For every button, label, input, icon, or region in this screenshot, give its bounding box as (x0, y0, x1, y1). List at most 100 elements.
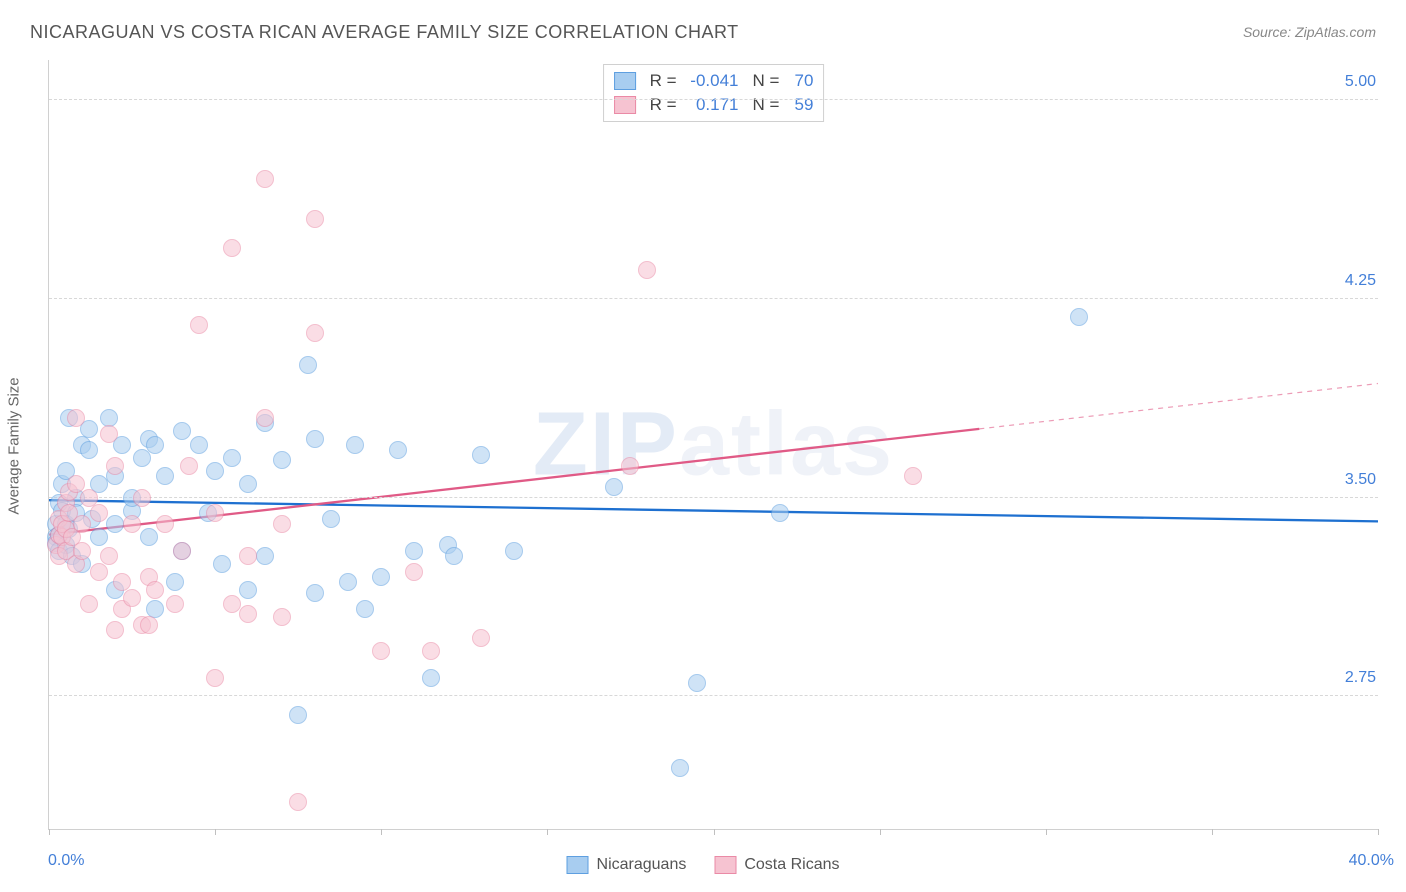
data-point (356, 600, 374, 618)
data-point (405, 542, 423, 560)
data-point (156, 467, 174, 485)
data-point (339, 573, 357, 591)
data-point (771, 504, 789, 522)
data-point (306, 210, 324, 228)
x-tick (1046, 829, 1047, 835)
data-point (405, 563, 423, 581)
legend-label: Nicaraguans (597, 856, 687, 874)
data-point (372, 642, 390, 660)
n-label: N = (753, 71, 780, 91)
data-point (256, 409, 274, 427)
data-point (106, 621, 124, 639)
legend-swatch (614, 72, 636, 90)
data-point (190, 436, 208, 454)
data-point (422, 642, 440, 660)
data-point (140, 528, 158, 546)
y-tick-label: 4.25 (1345, 272, 1380, 290)
data-point (422, 669, 440, 687)
data-point (146, 436, 164, 454)
data-point (322, 510, 340, 528)
data-point (1070, 308, 1088, 326)
x-tick (547, 829, 548, 835)
legend-swatch (567, 856, 589, 874)
data-point (80, 489, 98, 507)
data-point (80, 441, 98, 459)
y-tick-label: 3.50 (1345, 471, 1380, 489)
x-tick (1378, 829, 1379, 835)
gridline (49, 99, 1378, 100)
data-point (156, 515, 174, 533)
data-point (90, 563, 108, 581)
data-point (239, 581, 257, 599)
data-point (173, 422, 191, 440)
data-point (688, 674, 706, 692)
data-point (73, 515, 91, 533)
data-point (190, 316, 208, 334)
data-point (289, 706, 307, 724)
data-point (140, 616, 158, 634)
data-point (273, 515, 291, 533)
data-point (505, 542, 523, 560)
data-point (306, 324, 324, 342)
y-tick-label: 2.75 (1345, 669, 1380, 687)
data-point (472, 629, 490, 647)
gridline (49, 497, 1378, 498)
data-point (256, 170, 274, 188)
data-point (67, 409, 85, 427)
x-tick (381, 829, 382, 835)
r-value: -0.041 (683, 71, 739, 91)
data-point (80, 595, 98, 613)
data-point (472, 446, 490, 464)
legend-item: Nicaraguans (567, 856, 687, 874)
data-point (180, 457, 198, 475)
data-point (223, 239, 241, 257)
data-point (223, 449, 241, 467)
data-point (273, 608, 291, 626)
data-point (206, 669, 224, 687)
x-tick (215, 829, 216, 835)
x-tick (1212, 829, 1213, 835)
data-point (223, 595, 241, 613)
data-point (299, 356, 317, 374)
source-label: Source: ZipAtlas.com (1243, 24, 1376, 40)
data-point (306, 584, 324, 602)
stats-legend: R = -0.041 N =70R =0.171N =59 (603, 64, 825, 122)
y-tick-label: 5.00 (1345, 73, 1380, 91)
data-point (166, 573, 184, 591)
chart-title: NICARAGUAN VS COSTA RICAN AVERAGE FAMILY… (30, 22, 739, 43)
data-point (904, 467, 922, 485)
data-point (146, 581, 164, 599)
data-point (239, 547, 257, 565)
scatter-chart: ZIPatlas R = -0.041 N =70R =0.171N =59 2.7… (48, 60, 1378, 830)
data-point (173, 542, 191, 560)
legend-item: Costa Ricans (714, 856, 839, 874)
data-point (133, 449, 151, 467)
data-point (239, 605, 257, 623)
y-axis-label: Average Family Size (6, 377, 23, 514)
r-label: R = (650, 71, 677, 91)
data-point (638, 261, 656, 279)
legend-swatch (714, 856, 736, 874)
data-point (605, 478, 623, 496)
data-point (206, 504, 224, 522)
x-tick (49, 829, 50, 835)
data-point (289, 793, 307, 811)
stats-legend-row: R = -0.041 N =70 (614, 69, 814, 93)
gridline (49, 695, 1378, 696)
data-point (346, 436, 364, 454)
data-point (166, 595, 184, 613)
data-point (445, 547, 463, 565)
data-point (90, 504, 108, 522)
data-point (106, 515, 124, 533)
data-point (113, 573, 131, 591)
data-point (213, 555, 231, 573)
data-point (273, 451, 291, 469)
trend-lines (49, 60, 1378, 829)
n-value: 70 (785, 71, 813, 91)
data-point (106, 457, 124, 475)
data-point (389, 441, 407, 459)
x-axis-max-label: 40.0% (1349, 852, 1394, 870)
watermark: ZIPatlas (533, 393, 894, 496)
stats-legend-row: R =0.171N =59 (614, 93, 814, 117)
data-point (73, 542, 91, 560)
